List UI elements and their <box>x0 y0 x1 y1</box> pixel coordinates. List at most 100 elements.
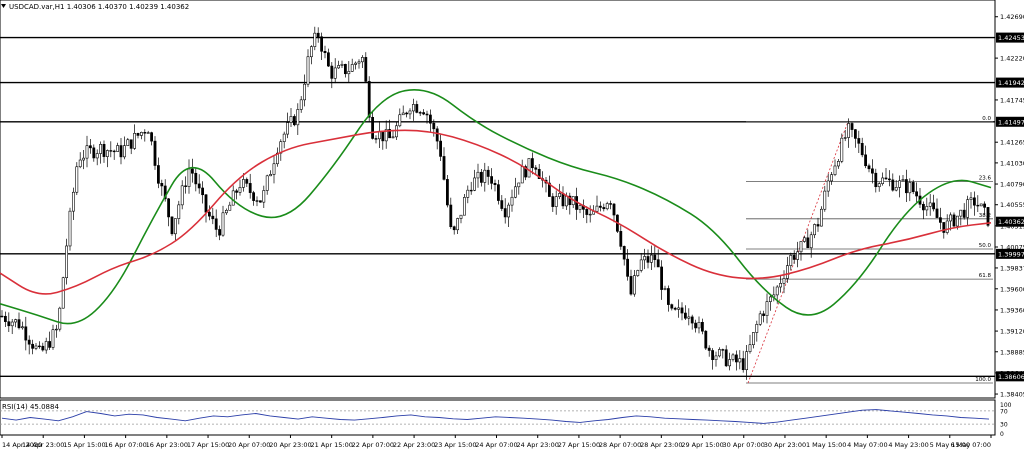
candle-body <box>513 186 517 198</box>
fib-level-label: 100.0 <box>975 377 991 383</box>
candle-body <box>211 215 215 220</box>
x-tick-label: 24 Apr 07:00 <box>475 441 517 449</box>
candle-body <box>898 180 902 188</box>
candle-body <box>4 315 7 322</box>
candle <box>20 321 24 330</box>
candle <box>959 209 963 226</box>
candle <box>282 131 286 149</box>
candle-body <box>48 341 52 348</box>
candle <box>547 175 551 197</box>
candle-body <box>82 157 86 161</box>
candle-body <box>972 197 976 206</box>
candle-body <box>75 166 79 193</box>
candle <box>37 341 41 349</box>
candle-body <box>394 125 398 138</box>
candle <box>884 168 888 180</box>
candle <box>364 52 368 83</box>
candle <box>864 145 868 169</box>
candle-body <box>782 278 786 284</box>
candle <box>44 337 48 354</box>
candle-body <box>656 259 660 268</box>
candle <box>456 217 460 234</box>
candle-body <box>51 329 55 348</box>
candle-body <box>547 182 551 197</box>
candle <box>85 135 89 168</box>
candle-body <box>901 179 905 182</box>
candle <box>979 203 983 207</box>
candle <box>174 218 177 241</box>
candle-body <box>568 195 572 206</box>
candle <box>452 225 456 235</box>
candle <box>891 173 895 192</box>
candle-body <box>102 144 106 157</box>
candle <box>802 235 806 243</box>
candle <box>765 293 769 324</box>
candle-body <box>775 286 779 296</box>
current-price-box <box>996 216 1024 227</box>
candle <box>762 310 766 323</box>
candle-body <box>952 214 956 227</box>
candle-body <box>908 182 912 194</box>
candle <box>779 275 783 293</box>
candle <box>286 112 290 139</box>
candle <box>466 185 470 204</box>
y-tick-label: 1.39120 <box>1000 328 1024 336</box>
candle <box>853 128 857 148</box>
candle <box>503 198 507 224</box>
y-tick-label: 1.42220 <box>1000 55 1024 63</box>
candle <box>660 260 664 300</box>
candle-body <box>870 168 874 174</box>
candle <box>605 201 609 211</box>
candle <box>758 310 762 326</box>
candle-body <box>632 275 636 295</box>
candle-body <box>306 56 310 85</box>
rsi-axis-label: 30 <box>1000 422 1008 429</box>
candle <box>17 312 21 330</box>
candle <box>728 352 732 371</box>
candle-body <box>503 208 507 218</box>
candle-body <box>673 307 677 310</box>
collapse-triangle-icon[interactable] <box>1 4 6 8</box>
candle <box>143 129 147 142</box>
candle-body <box>92 147 96 159</box>
candle-body <box>214 218 218 230</box>
candle <box>391 130 395 139</box>
x-tick-label: 20 Apr 23:00 <box>269 441 311 449</box>
candle <box>847 118 851 148</box>
candle-body <box>717 349 721 357</box>
candle-body <box>490 176 494 184</box>
candle-body <box>969 197 973 200</box>
candle-body <box>442 156 446 180</box>
candle-body <box>10 321 14 327</box>
candle-body <box>728 359 732 367</box>
candle <box>983 201 987 216</box>
candle-body <box>493 183 497 185</box>
candle <box>666 285 670 312</box>
candle <box>408 108 412 120</box>
candle <box>109 141 113 158</box>
candle-body <box>479 171 483 183</box>
candle <box>292 114 296 127</box>
candle <box>714 351 718 367</box>
candle <box>738 350 742 370</box>
candle <box>745 344 749 380</box>
candle <box>932 194 936 212</box>
candle-body <box>163 185 167 200</box>
candle <box>262 185 266 209</box>
candle <box>755 320 759 342</box>
candle <box>255 196 259 207</box>
candle-body <box>303 83 307 101</box>
candle-body <box>745 351 749 371</box>
candle <box>126 137 130 147</box>
candle-body <box>445 179 449 206</box>
candle-body <box>367 81 371 118</box>
candle <box>7 312 11 333</box>
candle-body <box>765 301 769 316</box>
candle <box>330 62 334 89</box>
candle-body <box>867 165 871 170</box>
candle-body <box>816 224 820 227</box>
candle <box>588 205 592 223</box>
candle <box>296 103 300 136</box>
candle-body <box>911 182 915 193</box>
candle-body <box>527 158 531 178</box>
